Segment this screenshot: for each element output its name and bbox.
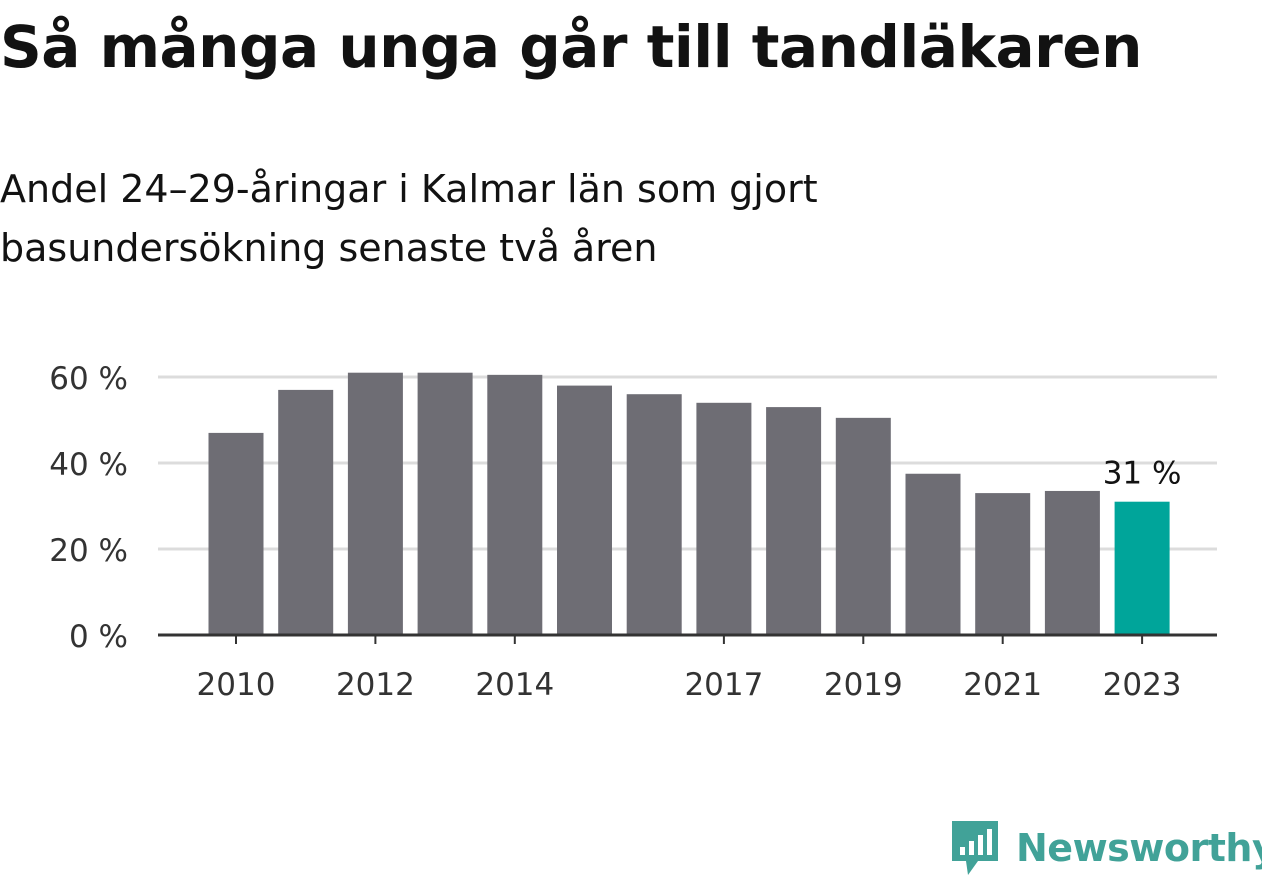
y-tick-label-40: 40 % <box>49 447 128 483</box>
bar-2017 <box>696 402 752 635</box>
y-tick-label-60: 60 % <box>49 361 128 397</box>
gridlines <box>158 375 1217 551</box>
bar-2021 <box>975 493 1031 635</box>
x-tick-label-2012: 2012 <box>336 667 415 703</box>
chart-title: Så många unga går till tandläkaren <box>0 13 1142 81</box>
bar-2011 <box>278 389 334 635</box>
bar-2018 <box>766 407 822 635</box>
chart-subtitle: Andel 24–29-åringar i Kalmar län som gjo… <box>0 167 818 270</box>
x-tick-label-2019: 2019 <box>824 667 903 703</box>
bar-2014 <box>487 374 543 635</box>
axes <box>158 633 1217 644</box>
data-label-2023: 31 % <box>1103 456 1182 492</box>
brand-logo: Newsworthy <box>948 816 1262 880</box>
x-tick-label-2014: 2014 <box>475 667 554 703</box>
x-tick-label-2010: 2010 <box>197 667 276 703</box>
bar-2015 <box>557 385 612 635</box>
bar-2010 <box>208 432 264 635</box>
bar-2022 <box>1044 490 1100 635</box>
newsworthy-logo-icon <box>952 821 998 875</box>
bar-2013 <box>417 372 473 635</box>
labels: 0 % 20 % 40 % 60 % 31 % 2010 2012 2014 2017 2019 2… <box>49 361 1181 703</box>
y-tick-label-0: 0 % <box>69 619 128 655</box>
bar-2016 <box>626 394 682 635</box>
x-tick-label-2017: 2017 <box>684 667 763 703</box>
bar-2020 <box>905 473 961 635</box>
y-tick-label-20: 20 % <box>49 533 128 569</box>
bar-2023 <box>1114 501 1170 635</box>
brand-name: Newsworthy <box>1016 826 1262 870</box>
bar-2012 <box>347 372 403 635</box>
x-tick-label-2023: 2023 <box>1103 667 1182 703</box>
x-tick-label-2021: 2021 <box>963 667 1042 703</box>
bars <box>208 372 1170 635</box>
bar-2019 <box>835 417 891 635</box>
